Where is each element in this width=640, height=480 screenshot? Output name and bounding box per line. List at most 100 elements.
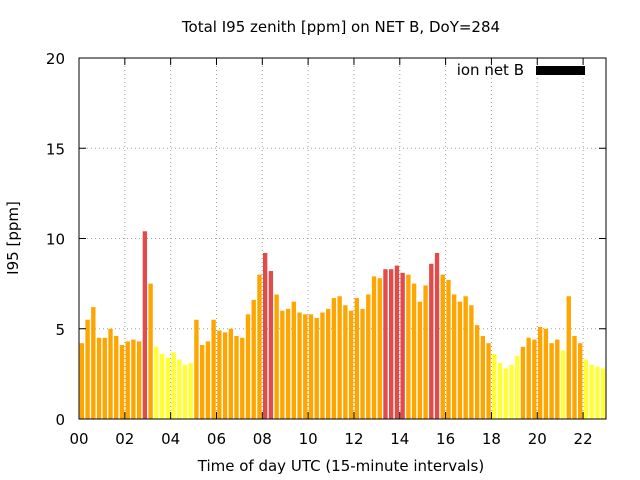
bar	[85, 319, 90, 419]
bar	[320, 312, 325, 419]
bar	[257, 274, 262, 419]
bar	[469, 305, 474, 419]
bar	[429, 263, 434, 419]
bar	[142, 231, 148, 419]
bar	[434, 252, 440, 419]
bar	[572, 335, 577, 419]
bar	[148, 283, 153, 419]
bar	[188, 363, 193, 419]
bar	[394, 265, 400, 419]
grid	[79, 58, 606, 419]
x-tick-label: 02	[115, 430, 134, 448]
y-tick-label: 0	[55, 411, 65, 429]
bar	[543, 328, 549, 419]
y-tick-label: 15	[46, 140, 65, 158]
bar	[199, 344, 205, 419]
bar	[96, 337, 102, 419]
y-tick-label: 5	[55, 321, 65, 339]
bar	[509, 364, 514, 419]
y-tick-label: 10	[46, 231, 65, 249]
bar	[463, 296, 468, 419]
bar	[154, 346, 159, 419]
bar	[337, 296, 342, 419]
bar	[366, 294, 371, 419]
bar	[555, 339, 560, 419]
bar	[245, 314, 251, 419]
bar	[526, 337, 531, 419]
x-tick-label: 04	[161, 430, 180, 448]
y-axis-label: I95 [ppm]	[4, 201, 22, 275]
bar	[520, 346, 526, 419]
bar	[314, 317, 319, 419]
x-tick-label: 08	[253, 430, 272, 448]
bar	[108, 328, 113, 419]
bar	[549, 343, 554, 419]
bar	[595, 366, 600, 419]
bar	[280, 310, 285, 419]
bar	[268, 270, 274, 419]
chart-title: Total I95 zenith [ppm] on NET B, DoY=284	[181, 18, 500, 36]
legend-swatch	[536, 66, 585, 75]
bar	[440, 274, 445, 419]
bar	[274, 294, 279, 419]
bar	[515, 355, 520, 419]
bars	[79, 231, 606, 419]
bar	[331, 298, 337, 419]
x-axis-label: Time of day UTC (15-minute intervals)	[197, 457, 484, 475]
bar	[177, 359, 182, 419]
bar	[600, 368, 606, 419]
bar	[262, 252, 268, 419]
bar	[400, 272, 405, 419]
bar	[446, 280, 451, 419]
x-tick-label: 06	[207, 430, 226, 448]
bar	[348, 310, 354, 419]
bar	[371, 276, 377, 419]
bar	[91, 307, 96, 419]
bar	[285, 308, 291, 419]
legend-label: ion net B	[457, 61, 524, 79]
bar	[452, 294, 457, 419]
bar	[360, 308, 365, 419]
bar	[492, 354, 497, 419]
bar	[114, 335, 119, 419]
bar	[205, 341, 211, 419]
y-tick-label: 20	[46, 50, 65, 68]
bar	[560, 350, 566, 419]
bar	[406, 274, 411, 419]
x-tick-label: 12	[344, 430, 363, 448]
x-axis: 00 02 04 06 08 10 12 14 16 18 20 22	[69, 58, 593, 448]
bar	[251, 299, 256, 419]
bar	[389, 269, 394, 419]
bar	[222, 332, 228, 419]
bar	[503, 368, 508, 419]
x-tick-label: 10	[299, 430, 318, 448]
bar	[383, 269, 388, 419]
bar	[211, 319, 216, 419]
bar	[566, 296, 571, 419]
bar	[423, 285, 428, 419]
x-tick-label: 16	[436, 430, 455, 448]
bar	[182, 364, 188, 419]
bar	[411, 283, 417, 419]
bar	[291, 301, 296, 419]
bar	[171, 352, 176, 419]
bar	[159, 354, 165, 419]
bar	[377, 278, 382, 419]
bar	[297, 312, 302, 419]
bar	[217, 330, 222, 419]
bar	[165, 357, 170, 419]
bar	[474, 325, 480, 419]
bar	[497, 363, 503, 419]
x-tick-label: 18	[482, 430, 501, 448]
x-tick-label: 20	[528, 430, 547, 448]
bar	[578, 343, 583, 419]
bar	[354, 298, 359, 419]
bar	[136, 341, 142, 419]
bar	[486, 343, 491, 419]
x-tick-label: 00	[69, 430, 88, 448]
bar	[119, 344, 125, 419]
bar	[343, 305, 348, 419]
bar	[417, 301, 423, 419]
bar	[240, 337, 245, 419]
